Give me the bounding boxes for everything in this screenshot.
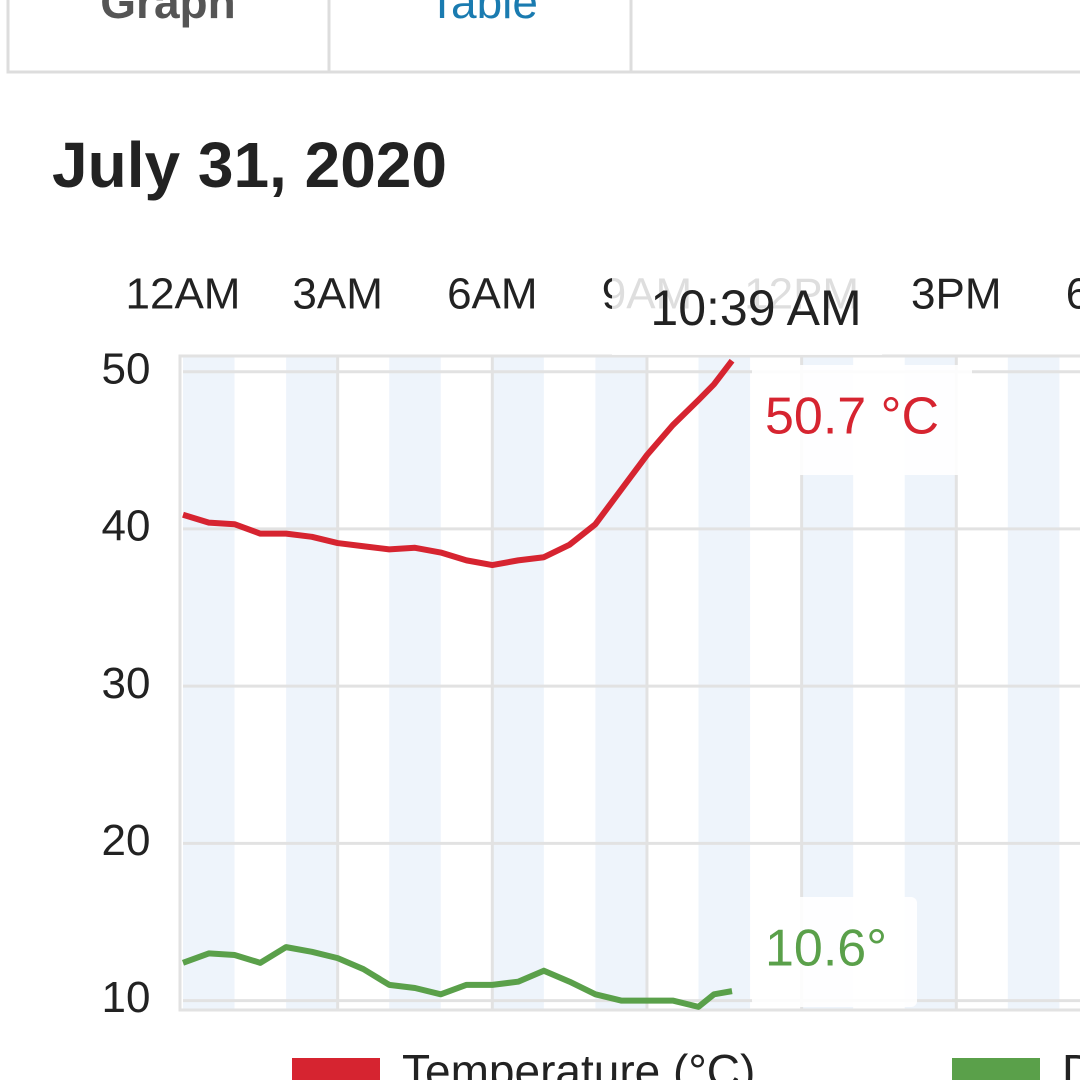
legend-label: D xyxy=(1062,1045,1080,1080)
readout-box xyxy=(752,365,973,475)
tab[interactable] xyxy=(6,0,331,74)
series-line xyxy=(181,944,733,1010)
x-tick-label: 12AM xyxy=(126,270,241,319)
value-label: 50.7 °C xyxy=(765,388,939,446)
series-line xyxy=(182,358,735,569)
x-tick-label: 6PM xyxy=(1066,270,1080,319)
hour-band xyxy=(389,356,441,1010)
x-tick-label: 3AM xyxy=(292,270,382,319)
x-tick-label: 6AM xyxy=(447,270,537,319)
x-tick-label: 3PM xyxy=(911,270,1001,319)
cursor-label-box xyxy=(612,275,883,355)
y-tick-label: 20 xyxy=(102,816,151,865)
y-tick-label: 10 xyxy=(102,973,151,1022)
y-tick-label: 30 xyxy=(102,659,151,708)
tab[interactable] xyxy=(629,0,1080,74)
tab-label[interactable]: Graph xyxy=(100,0,235,28)
chart-title: July 31, 2020 xyxy=(52,129,447,201)
hour-band xyxy=(698,356,751,1010)
tab-label[interactable]: Table xyxy=(428,0,538,28)
readout-box xyxy=(752,897,918,1007)
tab-bar: Graph Table xyxy=(6,0,1080,74)
legend-swatch xyxy=(952,1058,1040,1080)
y-tick-label: 50 xyxy=(102,344,151,393)
legend-swatch xyxy=(292,1058,380,1080)
hour-band xyxy=(492,356,544,1010)
hour-band xyxy=(1007,356,1060,1010)
y-tick-label: 40 xyxy=(102,502,151,551)
plot: 102030405012AM3AM6AM9AM12PM3PM6PM10:39 A… xyxy=(102,270,1080,1022)
hour-band xyxy=(286,356,338,1010)
tab[interactable] xyxy=(327,0,633,74)
cursor-label: 10:39 AM xyxy=(650,280,861,336)
legend-label: Temperature (°C) xyxy=(402,1045,755,1080)
hour-band xyxy=(183,356,235,1010)
plot-frame xyxy=(178,354,1080,1012)
hour-band xyxy=(595,356,647,1010)
value-label: 10.6° xyxy=(765,920,887,978)
